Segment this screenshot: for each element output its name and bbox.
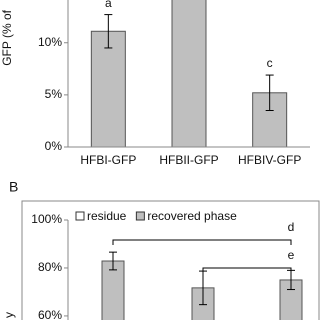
significance-letter: c	[267, 56, 273, 70]
y-tick-label: 5%	[45, 87, 63, 101]
panel-label: B	[9, 179, 18, 195]
y-tick-label: 80%	[38, 260, 62, 274]
legend-label: residue	[87, 209, 127, 223]
y-tick-label: 100%	[31, 212, 62, 226]
y-tick-label: 60%	[38, 308, 62, 320]
significance-letter: e	[288, 248, 295, 262]
significance-bracket	[112, 239, 292, 245]
legend-label: recovered phase	[147, 209, 237, 223]
significance-letter: d	[288, 220, 295, 234]
significance-bracket	[202, 267, 292, 273]
legend-swatch	[135, 211, 145, 221]
y-tick-label: 10%	[38, 35, 62, 49]
x-tick-label: HFBI-GFP	[80, 153, 136, 167]
y-axis-label: y	[2, 312, 16, 318]
chart-frame	[21, 200, 320, 320]
bar	[171, 0, 207, 148]
y-tick-label: 0%	[45, 139, 63, 153]
y-axis-label: GFP (% of	[0, 9, 14, 65]
x-tick-label: HFBII-GFP	[159, 153, 218, 167]
x-tick-label: HFBIV-GFP	[238, 153, 301, 167]
legend-swatch	[75, 211, 85, 221]
bar	[90, 30, 126, 148]
significance-letter: a	[105, 0, 112, 10]
